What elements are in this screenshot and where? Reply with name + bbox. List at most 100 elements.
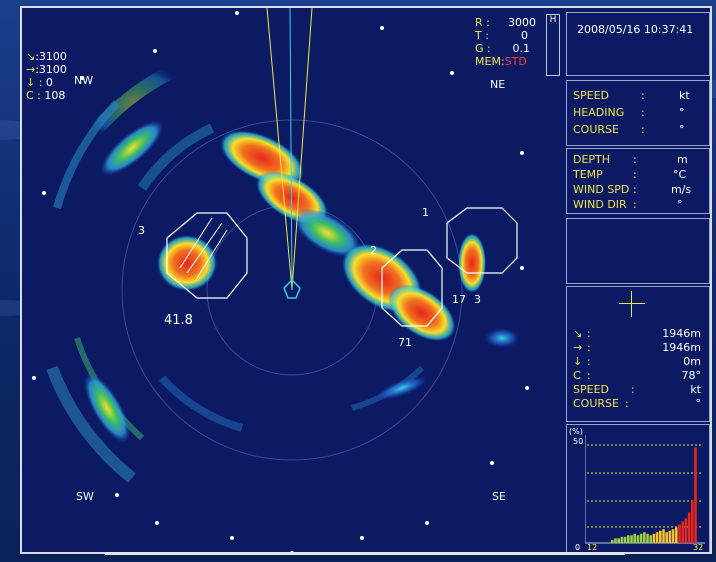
histogram-bar xyxy=(652,533,656,543)
cursor-horiz-icon: ↘ xyxy=(573,327,583,340)
histogram-bar xyxy=(694,447,697,543)
histogram-unit: (%) xyxy=(569,427,583,436)
target-depth-label: 41.8 xyxy=(164,313,193,328)
histogram-bar xyxy=(684,518,688,543)
sonar-display[interactable] xyxy=(22,8,552,554)
gain-value: 0.1 xyxy=(512,42,531,55)
depth-unit: m xyxy=(677,153,688,166)
target-marker-1[interactable] xyxy=(446,207,518,274)
histogram-bar xyxy=(681,521,684,543)
histogram-bar xyxy=(617,538,620,543)
cursor-depth-icon: ↓ xyxy=(573,355,583,368)
readout-direction-3: ↓ : 0 xyxy=(26,76,53,89)
histogram-bar xyxy=(662,529,665,543)
blank-box xyxy=(566,218,710,284)
histogram-bar xyxy=(627,535,630,543)
cursor-course-value: 78° xyxy=(681,369,702,382)
range-value: 3000 xyxy=(508,16,536,29)
target-label-3-right: 3 xyxy=(474,293,481,306)
beam-lines xyxy=(266,8,313,291)
environment-box: DEPTH : m TEMP : °C WIND SPD : m/s WIND … xyxy=(566,148,710,214)
histogram-bar xyxy=(630,535,633,543)
target-label-3: 3 xyxy=(138,224,145,237)
cursor-crosshair-v xyxy=(631,291,632,317)
gain-label: G : xyxy=(475,42,491,55)
compass-se: SE xyxy=(492,490,506,503)
histogram-box: (%) 50 0 12 32 xyxy=(566,424,710,552)
cursor-course2-label: COURSE xyxy=(573,397,619,410)
histogram-xmin: 12 xyxy=(587,543,598,552)
histogram-bar xyxy=(668,530,672,543)
histogram-ymax: 50 xyxy=(573,437,584,446)
histogram-bar xyxy=(643,532,646,543)
memory-label: MEM:STD xyxy=(475,55,527,68)
navigation-box: SPEED : kt HEADING : ° COURSE : ° xyxy=(566,80,710,146)
cursor-speed-unit: kt xyxy=(690,383,701,396)
histogram-bar xyxy=(614,538,617,543)
histogram-chart xyxy=(585,435,705,544)
wind-speed-unit: m/s xyxy=(671,183,692,196)
histogram-xmax: 32 xyxy=(693,543,704,552)
cursor-course-label: C xyxy=(573,369,581,382)
echo-main-band xyxy=(83,120,520,444)
h-gauge[interactable]: H xyxy=(546,14,560,76)
wind-speed-label: WIND SPD xyxy=(573,183,630,196)
speed-label: SPEED xyxy=(573,89,609,102)
cursor-box: ↘ : 1946m → : 1946m ↓ : 0m C : 78° SPEED… xyxy=(566,286,710,422)
screen-bottom-line xyxy=(105,552,625,555)
heading-label: HEADING xyxy=(573,106,625,119)
cursor-course2-unit: ° xyxy=(695,397,702,410)
cursor-crosshair-h xyxy=(619,303,645,304)
target-marker-2[interactable] xyxy=(381,249,443,327)
histogram-bar xyxy=(639,533,643,543)
range-label: R : xyxy=(475,16,490,29)
tilt-label: T : xyxy=(475,29,489,42)
readout-direction-1: ↘:3100 xyxy=(26,50,67,63)
histogram-bar xyxy=(671,529,675,543)
compass-dots xyxy=(32,11,529,552)
target-label-2: 2 xyxy=(370,244,377,257)
histogram-bar xyxy=(678,524,681,543)
range-ring xyxy=(121,119,463,461)
temp-label: TEMP xyxy=(573,168,603,181)
target-label-71: 71 xyxy=(398,336,412,349)
histogram-bar xyxy=(623,536,627,543)
histogram-bar xyxy=(646,533,649,543)
cursor-dist-value: 1946m xyxy=(662,341,701,354)
histogram-bar xyxy=(620,536,624,543)
wind-dir-unit: ° xyxy=(677,198,683,211)
own-ship-icon xyxy=(283,278,301,299)
speed-unit: kt xyxy=(679,89,690,102)
histogram-bar xyxy=(633,533,636,543)
histogram-bar xyxy=(675,527,678,543)
cursor-speed-label: SPEED xyxy=(573,383,609,396)
temp-unit: °C xyxy=(673,168,687,181)
course-label: COURSE xyxy=(573,123,619,136)
histogram-bar xyxy=(649,535,652,543)
cursor-depth-value: 0m xyxy=(683,355,701,368)
target-label-1: 1 xyxy=(422,206,429,219)
histogram-bar xyxy=(691,499,694,543)
datetime: 2008/05/16 10:37:41 xyxy=(577,23,694,36)
histogram-bar xyxy=(611,539,614,543)
histogram-bar xyxy=(659,530,662,543)
wind-dir-label: WIND DIR xyxy=(573,198,627,211)
readout-course: C : 108 xyxy=(26,89,66,102)
histogram-bar xyxy=(636,535,640,543)
histogram-bar xyxy=(687,512,691,543)
datetime-box: 2008/05/16 10:37:41 xyxy=(566,12,710,76)
compass-ne: NE xyxy=(490,78,506,91)
target-track-lines xyxy=(179,217,228,279)
readout-direction-2: →:3100 xyxy=(26,63,67,76)
histogram-bar xyxy=(655,532,659,543)
cursor-dist-icon: → xyxy=(573,341,583,354)
histogram-ymin: 0 xyxy=(575,543,581,552)
histogram-bar xyxy=(665,532,668,543)
depth-label: DEPTH xyxy=(573,153,611,166)
sonar-screen: ↘:3100 →:3100 ↓ : 0 C : 108 NW NE SW SE … xyxy=(20,6,712,554)
course-unit: ° xyxy=(679,123,685,136)
heading-unit: ° xyxy=(679,106,685,119)
cursor-horiz-value: 1946m xyxy=(662,327,701,340)
target-label-17: 17 xyxy=(452,293,466,306)
target-marker-3[interactable] xyxy=(166,212,248,299)
